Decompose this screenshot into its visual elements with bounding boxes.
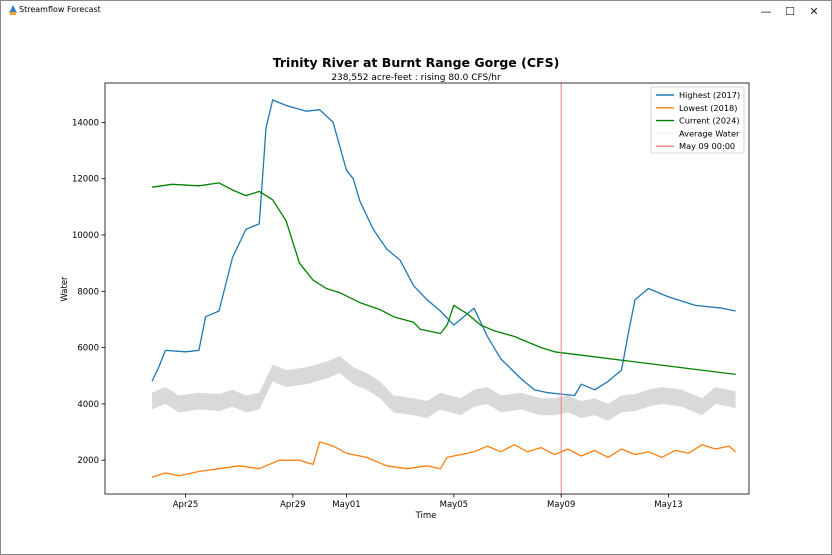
average-water-band bbox=[152, 356, 736, 421]
x-tick-label: May09 bbox=[547, 500, 575, 510]
series-line-current-2024-3 bbox=[561, 352, 736, 376]
legend-label: Lowest (2018) bbox=[679, 103, 737, 113]
x-axis-label: Time bbox=[415, 511, 437, 521]
legend-label: Average Water bbox=[679, 128, 740, 138]
minimize-button[interactable]: — bbox=[760, 4, 772, 18]
plot-area: 2000 4000 6000 8000 10000 12000 14000 Apr25 Apr2… bbox=[72, 82, 750, 510]
x-tick-label: May01 bbox=[332, 500, 360, 510]
y-tick-label: 10000 bbox=[72, 231, 99, 241]
x-tick-label: Apr29 bbox=[280, 500, 306, 510]
window-title: Streamflow Forecast bbox=[19, 5, 101, 14]
y-tick-label: 8000 bbox=[77, 287, 99, 297]
chart-title: Trinity River at Burnt Range Gorge (CFS) bbox=[273, 55, 560, 70]
legend-label: Highest (2017) bbox=[679, 90, 740, 100]
title-bar: Streamflow Forecast — ☐ ✕ bbox=[1, 1, 831, 21]
legend-label: May 09 00:00 bbox=[679, 141, 735, 151]
y-tick-label: 12000 bbox=[72, 175, 99, 185]
series-line-lowest-2018-1 bbox=[151, 441, 737, 478]
x-tick-label: May13 bbox=[654, 500, 682, 510]
plot-frame bbox=[104, 82, 750, 495]
y-tick-label: 2000 bbox=[77, 456, 99, 466]
series-line-current-2024-2 bbox=[151, 182, 562, 354]
series-line-highest-2017-0 bbox=[151, 99, 736, 397]
chart-subtitle: 238,552 acre-feet : rising 80.0 CFS/hr bbox=[331, 73, 501, 83]
x-tick-label: May05 bbox=[440, 500, 468, 510]
y-axis-label: Water bbox=[60, 276, 70, 302]
app-icon bbox=[9, 5, 17, 15]
maximize-button[interactable]: ☐ bbox=[785, 4, 795, 18]
y-tick-label: 6000 bbox=[77, 344, 99, 354]
y-tick-label: 4000 bbox=[77, 400, 99, 410]
legend-label: Current (2024) bbox=[679, 116, 740, 126]
x-tick-label: Apr25 bbox=[173, 500, 199, 510]
y-tick-label: 14000 bbox=[72, 118, 99, 128]
close-button[interactable]: ✕ bbox=[809, 4, 819, 18]
legend-box bbox=[650, 86, 745, 154]
